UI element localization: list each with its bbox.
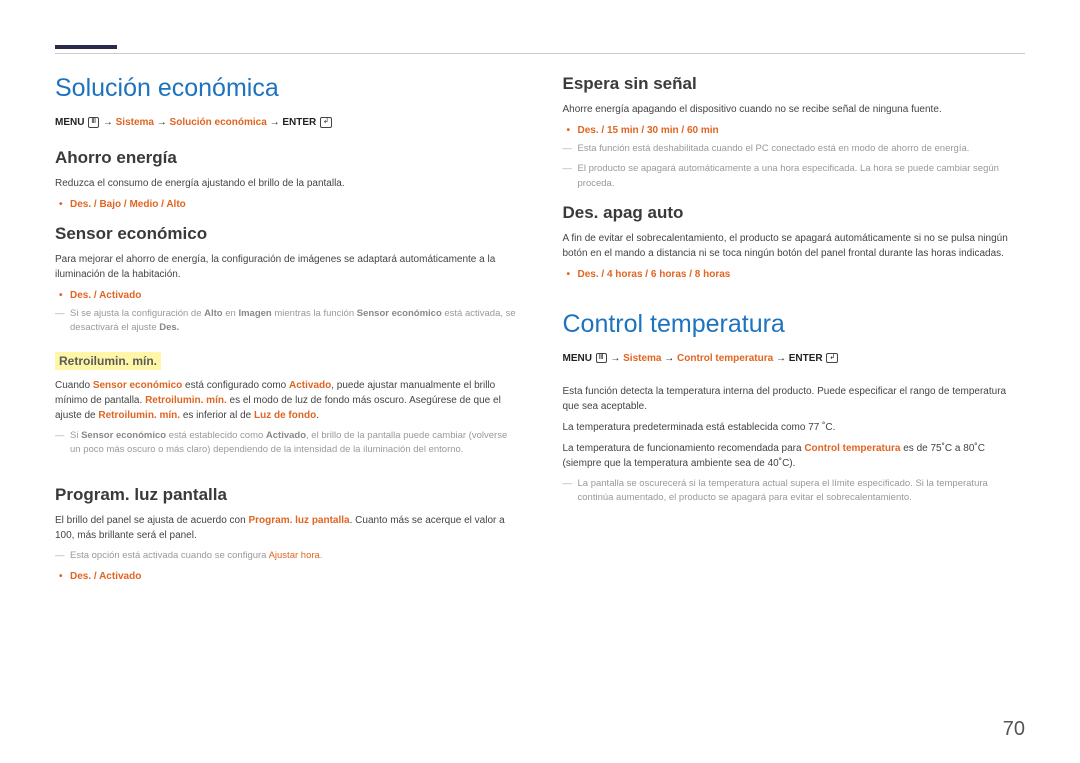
menu-path-temp: MENU Ⅲ → Sistema → Control temperatura →… <box>563 353 1026 364</box>
heading-ahorro-energia: Ahorro energía <box>55 148 518 168</box>
two-column-layout: Solución económica MENU Ⅲ → Sistema → So… <box>55 74 1025 590</box>
note-espera-1: Esta función está deshabilitada cuando e… <box>563 142 1026 156</box>
note-sensor-economico: Si se ajusta la configuración de Alto en… <box>55 307 518 336</box>
text-temp-3: La temperatura de funcionamiento recomen… <box>563 441 1026 471</box>
menu-path-eco: MENU Ⅲ → Sistema → Solución económica → … <box>55 117 518 128</box>
right-column: Espera sin señal Ahorre energía apagando… <box>563 74 1026 590</box>
text-temp-1: Esta función detecta la temperatura inte… <box>563 384 1026 414</box>
header-accent-bar <box>55 45 117 49</box>
horizontal-rule <box>55 53 1025 54</box>
options-ahorro-energia: Des. / Bajo / Medio / Alto <box>55 197 518 212</box>
text-retroilumin-min: Cuando Sensor económico está configurado… <box>55 378 518 423</box>
page-number: 70 <box>1003 718 1025 741</box>
note-espera-2: El producto se apagará automáticamente a… <box>563 162 1026 191</box>
section-title-solucion-economica: Solución económica <box>55 74 518 103</box>
heading-espera-sin-senal: Espera sin señal <box>563 74 1026 94</box>
note-program-luz-pantalla: Esta opción está activada cuando se conf… <box>55 549 518 563</box>
heading-sensor-economico: Sensor económico <box>55 224 518 244</box>
heading-des-apag-auto: Des. apag auto <box>563 203 1026 223</box>
left-column: Solución económica MENU Ⅲ → Sistema → So… <box>55 74 518 590</box>
text-temp-2: La temperatura predeterminada está estab… <box>563 420 1026 435</box>
text-program-luz-pantalla: El brillo del panel se ajusta de acuerdo… <box>55 513 518 543</box>
manual-page: Solución económica MENU Ⅲ → Sistema → So… <box>0 0 1080 620</box>
heading-retroilumin-min: Retroilumin. mín. <box>55 352 161 370</box>
text-espera-sin-senal: Ahorre energía apagando el dispositivo c… <box>563 102 1026 117</box>
section-title-control-temperatura: Control temperatura <box>563 310 1026 339</box>
text-sensor-economico: Para mejorar el ahorro de energía, la co… <box>55 252 518 282</box>
note-retroilumin-min: Si Sensor económico está establecido com… <box>55 429 518 458</box>
options-sensor-economico: Des. / Activado <box>55 288 518 303</box>
options-espera-sin-senal: Des. / 15 min / 30 min / 60 min <box>563 123 1026 138</box>
options-des-apag-auto: Des. / 4 horas / 6 horas / 8 horas <box>563 267 1026 282</box>
heading-program-luz-pantalla: Program. luz pantalla <box>55 485 518 505</box>
options-program-luz-pantalla: Des. / Activado <box>55 569 518 584</box>
text-ahorro-energia: Reduzca el consumo de energía ajustando … <box>55 176 518 191</box>
note-temp: La pantalla se oscurecerá si la temperat… <box>563 477 1026 506</box>
text-des-apag-auto: A fin de evitar el sobrecalentamiento, e… <box>563 231 1026 261</box>
